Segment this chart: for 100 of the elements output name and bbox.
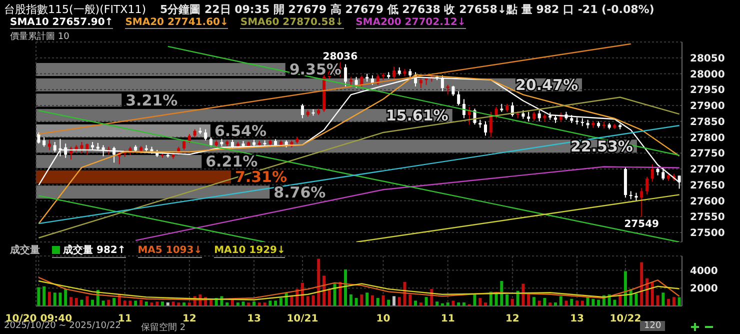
bar bbox=[58, 292, 62, 306]
y-tick-label: 27500 bbox=[690, 228, 725, 240]
x-tick-label: 13 bbox=[247, 313, 262, 324]
candlestick bbox=[446, 84, 450, 95]
text: SMA20 27741.60↓ bbox=[125, 17, 228, 29]
bar bbox=[580, 300, 584, 306]
text: 120 bbox=[640, 321, 666, 331]
bar bbox=[86, 296, 89, 306]
bar bbox=[123, 300, 126, 306]
bar bbox=[328, 289, 331, 306]
bar bbox=[570, 298, 574, 306]
data-label: 8.76% bbox=[274, 183, 326, 202]
y-tick-label: 27850 bbox=[690, 116, 725, 128]
bar bbox=[506, 294, 509, 306]
bar bbox=[510, 298, 514, 306]
x-tick-label: 12 bbox=[505, 313, 520, 324]
bar bbox=[274, 300, 278, 306]
bar bbox=[370, 295, 374, 306]
bar bbox=[640, 262, 644, 306]
bar bbox=[376, 298, 380, 306]
x-tick-label: 10 bbox=[376, 313, 390, 324]
bar bbox=[64, 289, 68, 306]
y-tick-label: 28050 bbox=[690, 53, 725, 64]
data-label: 7.31% bbox=[234, 168, 288, 186]
data-label: 20.47% bbox=[516, 76, 578, 94]
x-tick-label: 11 bbox=[440, 313, 455, 324]
text: MA10 1929↓ bbox=[214, 243, 286, 258]
bar bbox=[42, 286, 46, 306]
chart-title: 台股指數115(一般)(FITX11) bbox=[4, 2, 146, 17]
bar bbox=[74, 298, 78, 306]
bar bbox=[134, 300, 138, 306]
candlestick bbox=[484, 120, 487, 136]
annotation: 27549 bbox=[624, 219, 660, 230]
bar bbox=[667, 298, 670, 306]
x-tick-label: 13 bbox=[570, 313, 584, 324]
bar bbox=[538, 300, 541, 306]
candlestick bbox=[360, 74, 364, 87]
y-tick-label: 2000 bbox=[690, 284, 718, 295]
x-tick-label: 10/22 bbox=[610, 313, 642, 324]
y-tick-label: 27550 bbox=[690, 212, 725, 224]
x-tick-label: 10/21 bbox=[286, 313, 318, 324]
bar bbox=[392, 296, 396, 306]
bar bbox=[322, 276, 326, 306]
candlestick bbox=[489, 111, 492, 138]
candlestick bbox=[53, 142, 56, 153]
data-label: 3.21% bbox=[126, 91, 178, 110]
candlestick bbox=[452, 85, 455, 96]
bar bbox=[656, 295, 660, 306]
bar bbox=[478, 298, 482, 306]
bar bbox=[532, 297, 536, 306]
text: 保留空間 2 bbox=[141, 322, 186, 334]
bar bbox=[576, 300, 579, 306]
bar bbox=[317, 258, 320, 306]
candlestick bbox=[37, 132, 40, 144]
candlestick bbox=[527, 111, 530, 122]
candlestick bbox=[538, 110, 541, 122]
y-tick-label: 27700 bbox=[690, 164, 725, 176]
candlestick bbox=[344, 64, 348, 87]
candlestick bbox=[86, 143, 89, 156]
text: SMA10 27657.90↑ bbox=[10, 17, 114, 29]
bar bbox=[344, 269, 348, 306]
chart-subtitle: 5分鐘圖 22日 09:35 開 27679 高 27679 低 27638 收 27658↓點 量 982 口 -21 (-0.08%) bbox=[160, 2, 654, 17]
y-tick-label: 27600 bbox=[690, 196, 725, 208]
candlestick bbox=[392, 66, 396, 80]
candlestick bbox=[102, 144, 105, 157]
bar bbox=[306, 296, 310, 306]
bar bbox=[564, 300, 568, 306]
bar bbox=[37, 287, 40, 306]
bar bbox=[360, 294, 364, 306]
legend-label: 成交量 982↑ bbox=[52, 243, 126, 258]
bar bbox=[586, 297, 590, 306]
candlestick bbox=[640, 188, 644, 218]
bar bbox=[662, 292, 665, 306]
bar bbox=[112, 298, 116, 306]
data-label: 6.21% bbox=[206, 152, 258, 171]
text: SMA60 27870.58↓ bbox=[240, 17, 344, 29]
candlestick bbox=[48, 139, 51, 150]
candlestick bbox=[182, 140, 186, 150]
data-label: 15.61% bbox=[386, 106, 448, 125]
candlestick bbox=[457, 90, 460, 106]
data-label: 6.54% bbox=[214, 122, 266, 140]
bar bbox=[128, 300, 132, 306]
candlestick bbox=[650, 164, 654, 182]
bar bbox=[69, 297, 72, 306]
bar bbox=[268, 300, 272, 306]
y-tick-label: 27750 bbox=[690, 148, 725, 160]
candlestick bbox=[646, 176, 648, 195]
candlestick bbox=[209, 136, 212, 148]
x-tick-label: 12 bbox=[182, 313, 196, 324]
bar bbox=[543, 298, 546, 306]
y-tick-label: 27650 bbox=[690, 180, 725, 192]
bar bbox=[36, 94, 122, 107]
bar bbox=[634, 294, 638, 306]
bar bbox=[349, 294, 352, 306]
bar bbox=[408, 294, 412, 306]
bar bbox=[48, 292, 51, 306]
bar bbox=[398, 297, 401, 306]
y-tick-label: 28000 bbox=[690, 69, 725, 80]
candlestick bbox=[204, 128, 208, 141]
y-tick-label: 27950 bbox=[690, 85, 725, 96]
